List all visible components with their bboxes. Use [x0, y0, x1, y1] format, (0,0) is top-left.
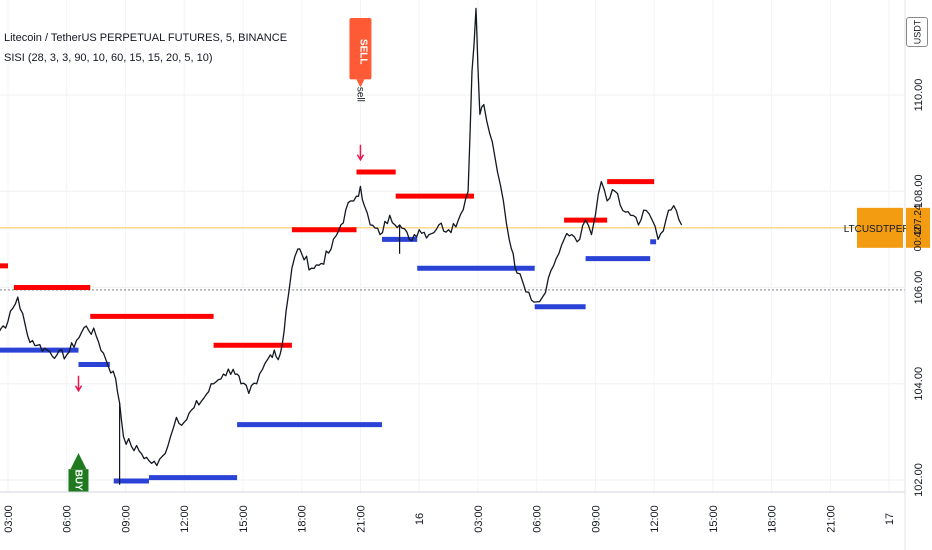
- x-tick-label: 21:00: [825, 505, 837, 533]
- currency-unit-button[interactable]: USDT: [906, 17, 928, 47]
- chart-legend: Litecoin / TetherUS PERPETUAL FUTURES, 5…: [4, 28, 287, 68]
- symbol-title[interactable]: Litecoin / TetherUS PERPETUAL FUTURES, 5…: [4, 32, 288, 44]
- x-tick-label: 12:00: [179, 505, 191, 533]
- x-tick-label: 16: [414, 513, 426, 525]
- symbol-badge-bg: [857, 207, 903, 248]
- y-tick-label[interactable]: 106.00: [913, 271, 925, 305]
- chart-grid: [0, 0, 905, 492]
- symbol-badge: LTCUSDTPERP: [844, 224, 917, 235]
- buy-signal-pointer: [70, 453, 87, 470]
- x-tick-label: 18:00: [297, 505, 309, 533]
- x-axis[interactable]: 03:00 06:00 09:00 12:00 15:00 18:00 21:00 16 03:…: [3, 505, 896, 533]
- x-tick-label: 06:00: [532, 505, 544, 533]
- x-tick-label: 17: [884, 513, 896, 525]
- x-tick-label: 15:00: [708, 505, 720, 533]
- buy-signal-box: [68, 469, 89, 492]
- price-series: [0, 7, 683, 485]
- x-tick-label: 09:00: [590, 505, 602, 533]
- signal-markers: SELL sell BUY: [68, 18, 372, 492]
- x-tick-label: 03:00: [3, 505, 15, 533]
- y-tick-label[interactable]: 108.00: [913, 174, 925, 208]
- x-tick-label: 18:00: [767, 505, 779, 533]
- sell-signal-box: [349, 18, 372, 80]
- y-tick-label[interactable]: 110.00: [913, 79, 925, 112]
- x-tick-label: 12:00: [649, 505, 661, 533]
- bar-countdown: 00:42: [913, 226, 924, 251]
- sell-signal-pointer: [356, 79, 365, 88]
- signal-arrow-down: [74, 375, 83, 393]
- x-tick-label: 03:00: [473, 505, 485, 533]
- x-tick-label: 09:00: [120, 505, 132, 533]
- y-tick-label[interactable]: 102.00: [913, 463, 925, 497]
- indicator-title[interactable]: SISI (28, 3, 3, 90, 10, 60, 15, 15, 20, …: [4, 52, 213, 64]
- sell-signal-label: SELL: [357, 39, 368, 65]
- last-price-value: 107.24: [913, 204, 924, 235]
- y-tick-label[interactable]: 104.00: [913, 367, 925, 401]
- buy-signal-label: BUY: [72, 470, 83, 491]
- y-axis[interactable]: 102.00 104.00 106.00 108.00 110.00: [913, 79, 925, 497]
- x-tick-label: 21:00: [355, 505, 367, 533]
- currency-unit-label: USDT: [912, 19, 922, 45]
- signal-arrow-down: [356, 144, 365, 162]
- x-tick-label: 06:00: [62, 505, 74, 533]
- support-resistance-levels: [0, 169, 657, 484]
- price-badge-bg: [906, 207, 930, 248]
- reference-lines: [0, 227, 905, 291]
- x-tick-label: 15:00: [238, 505, 250, 533]
- price-line: [0, 7, 683, 467]
- sell-signal-caption: sell: [354, 87, 365, 102]
